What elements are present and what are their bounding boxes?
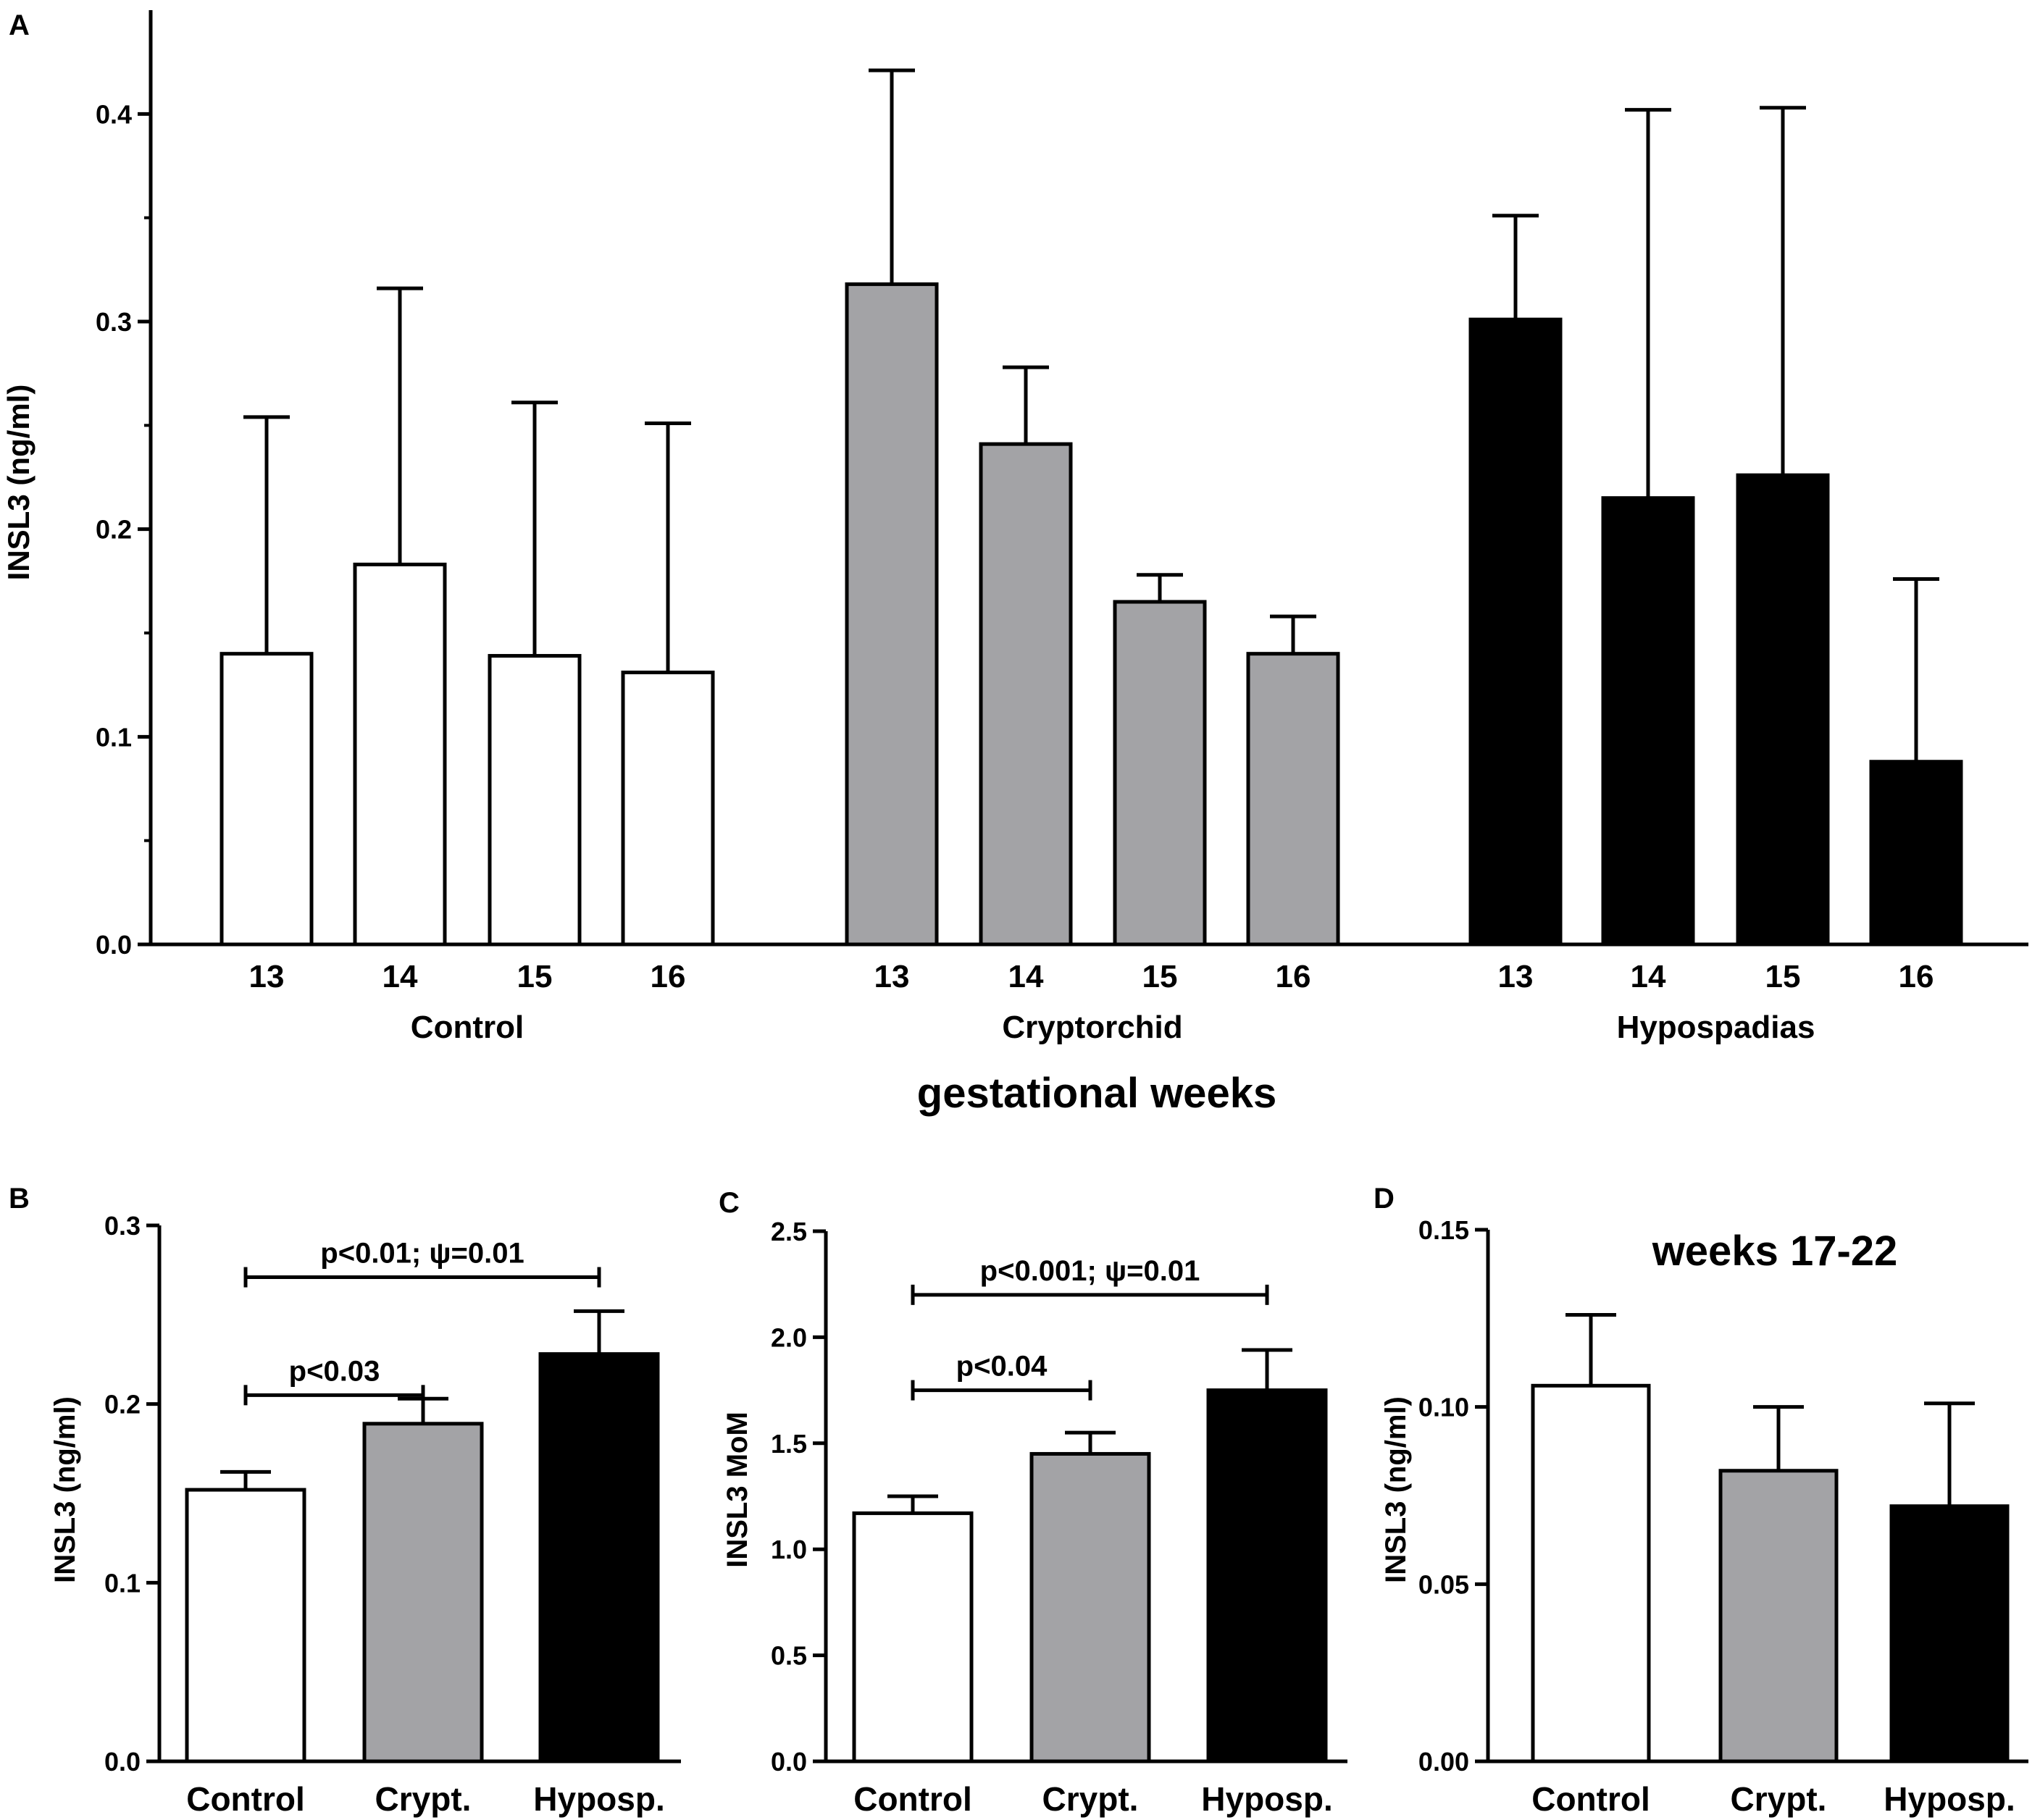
bar	[1601, 496, 1695, 947]
y-tick-label: 1.0	[771, 1535, 807, 1564]
bar	[353, 562, 447, 947]
panel-a-letter: A	[9, 9, 30, 41]
bar	[220, 652, 314, 947]
significance-label: p<0.01; ψ=0.01	[320, 1238, 524, 1270]
significance-label: p<0.001; ψ=0.01	[980, 1255, 1200, 1287]
y-tick-label: 0.10	[1418, 1393, 1469, 1422]
x-tick-label: Crypt.	[1731, 1780, 1827, 1818]
panel-d-title: weeks 17-22	[1652, 1228, 1898, 1275]
x-tick-label: 13	[249, 959, 285, 994]
bar	[852, 1511, 974, 1764]
bar	[1869, 760, 1963, 947]
y-tick-label: 0.0	[96, 930, 132, 960]
bar	[1889, 1504, 2010, 1764]
bar	[1468, 317, 1563, 947]
x-tick-label: Hyposp.	[1884, 1780, 2015, 1818]
bar	[488, 654, 582, 947]
panel-d-ylabel: INSL3 (ng/ml)	[1380, 1396, 1412, 1583]
bar	[621, 670, 715, 947]
y-tick-label: 2.0	[771, 1322, 807, 1352]
x-tick-label: 14	[382, 959, 418, 994]
y-tick-label: 0.4	[96, 99, 132, 129]
panel-a-ylabel: INSL3 (ng/ml)	[1, 385, 35, 581]
x-tick-label: Control	[186, 1780, 305, 1818]
panel-b-chart: 0.0 0.1 0.2 0.3 Control Crypt. Hyposp. p<0.03 p<…	[104, 1211, 681, 1818]
y-tick-label: 2.5	[771, 1217, 807, 1246]
x-tick-label: 14	[1631, 959, 1666, 994]
x-tick-label: 15	[1765, 959, 1801, 994]
y-tick-label: 0.3	[96, 307, 132, 337]
y-tick-label: 0.0	[104, 1747, 141, 1777]
bar	[1736, 473, 1830, 947]
panel-c-letter: C	[719, 1187, 740, 1219]
x-tick-label: 13	[874, 959, 910, 994]
bar	[1531, 1383, 1651, 1764]
bar	[1029, 1451, 1151, 1764]
y-tick-label: 0.1	[104, 1568, 141, 1598]
bar	[538, 1352, 660, 1764]
x-tick-label: 16	[1276, 959, 1311, 994]
group-label: Cryptorchid	[1002, 1010, 1182, 1045]
panel-b-ylabel: INSL3 (ng/ml)	[49, 1396, 81, 1583]
y-tick-label: 0.15	[1418, 1215, 1469, 1245]
x-tick-label: Crypt.	[1042, 1780, 1139, 1818]
x-tick-label: Control	[1531, 1780, 1650, 1818]
x-tick-label: Control	[853, 1780, 972, 1818]
y-tick-label: 0.1	[96, 722, 132, 752]
bar	[362, 1422, 484, 1764]
y-tick-label: 0.0	[771, 1747, 807, 1777]
x-tick-label: Crypt.	[375, 1780, 472, 1818]
panel-d-chart: 0.00 0.05 0.10 0.15 Control Crypt. Hyposp.	[1418, 1215, 2028, 1818]
panel-b-letter: B	[9, 1183, 30, 1215]
x-tick-label: Hyposp.	[1201, 1780, 1332, 1818]
bar	[845, 282, 939, 947]
bar	[979, 442, 1073, 947]
y-tick-label: 0.2	[104, 1390, 141, 1419]
panel-a-xlabel: gestational weeks	[917, 1070, 1276, 1117]
bar	[1718, 1469, 1839, 1764]
significance-label: p<0.04	[956, 1351, 1048, 1383]
panel-c-chart: 0.0 0.5 1.0 1.5 2.0 2.5 Control Crypt. Hyposp. p<…	[771, 1217, 1347, 1818]
x-tick-label: 16	[1899, 959, 1934, 994]
y-tick-label: 0.00	[1418, 1747, 1469, 1777]
x-tick-label: 16	[651, 959, 686, 994]
bar	[1113, 600, 1207, 947]
bar	[1246, 652, 1340, 947]
panel-c-ylabel: INSL3 MoM	[722, 1412, 753, 1568]
y-tick-label: 0.5	[771, 1641, 807, 1671]
panel-a-chart: 0.0 0.1 0.2 0.3 0.4 13 14 15 16 Control 13 14 15 16 Cr…	[96, 10, 2028, 1045]
panel-d-letter: D	[1374, 1183, 1395, 1215]
y-tick-label: 0.2	[96, 515, 132, 545]
significance-label: p<0.03	[289, 1355, 380, 1387]
group-label: Control	[411, 1010, 524, 1045]
group-label: Hypospadias	[1617, 1010, 1815, 1045]
x-tick-label: 15	[517, 959, 553, 994]
y-tick-label: 0.3	[104, 1211, 141, 1241]
x-tick-label: Hyposp.	[533, 1780, 664, 1818]
y-tick-label: 1.5	[771, 1429, 807, 1459]
x-tick-label: 14	[1008, 959, 1044, 994]
y-tick-label: 0.05	[1418, 1569, 1469, 1599]
bar	[1206, 1388, 1328, 1764]
x-tick-label: 15	[1142, 959, 1178, 994]
bar	[185, 1488, 306, 1764]
x-tick-label: 13	[1498, 959, 1534, 994]
